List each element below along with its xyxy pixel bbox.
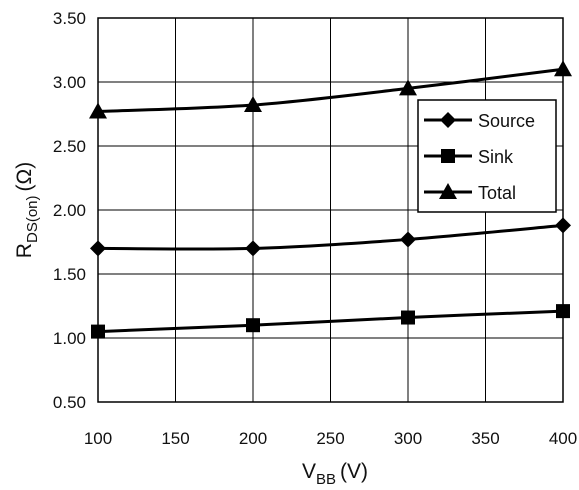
- x-axis-title-main: V: [302, 460, 316, 483]
- x-tick-label: 400: [549, 429, 577, 448]
- x-axis-title-unit: (V): [340, 460, 368, 483]
- legend: Source Sink Total: [417, 99, 557, 213]
- data-point-sink: [401, 310, 415, 325]
- y-axis-title: RDS(on) (Ω): [13, 162, 41, 258]
- series-line-total: [97, 67, 564, 113]
- data-point-sink: [246, 318, 260, 333]
- data-point-source: [245, 240, 261, 257]
- data-point-total: [244, 96, 262, 113]
- x-tick-label: 150: [161, 429, 189, 448]
- data-point-total: [554, 60, 572, 77]
- data-point-sink: [556, 304, 570, 319]
- y-tick-label: 0.50: [53, 393, 86, 412]
- data-point-source: [90, 240, 106, 257]
- legend-label-sink: Sink: [478, 147, 514, 167]
- y-tick-label: 3.50: [53, 9, 86, 28]
- x-tick-labels: 100 150 200 250 300 350 400: [84, 429, 577, 448]
- legend-marker-total: [439, 183, 457, 199]
- series-total: [89, 60, 572, 119]
- series-source: [90, 217, 571, 257]
- y-tick-label: 2.00: [53, 201, 86, 220]
- data-point-source: [555, 217, 571, 234]
- data-point-total: [89, 102, 107, 119]
- y-tick-label: 2.50: [53, 137, 86, 156]
- series-line-sink: [97, 309, 564, 334]
- y-tick-label: 3.00: [53, 73, 86, 92]
- series-line-source: [97, 223, 564, 251]
- legend-label-source: Source: [478, 111, 535, 131]
- legend-marker-sink: [441, 149, 455, 163]
- x-tick-label: 300: [394, 429, 422, 448]
- y-tick-label: 1.00: [53, 329, 86, 348]
- x-tick-label: 250: [316, 429, 344, 448]
- y-axis-title-main: R: [13, 243, 36, 258]
- data-point-source: [400, 231, 416, 248]
- series-layer: [89, 60, 572, 339]
- x-tick-label: 100: [84, 429, 112, 448]
- series-sink: [91, 304, 570, 339]
- x-axis-title-sub: BB: [316, 471, 336, 488]
- plot-frame: [97, 17, 564, 403]
- data-point-total: [399, 79, 417, 96]
- legend-marker-source: [440, 112, 456, 128]
- legend-label-total: Total: [478, 183, 516, 203]
- x-tick-label: 200: [239, 429, 267, 448]
- x-axis-title: VBB (V): [302, 460, 368, 488]
- y-axis-title-sub: DS(on): [24, 195, 41, 243]
- x-tick-label: 350: [471, 429, 499, 448]
- data-point-sink: [91, 324, 105, 339]
- y-tick-label: 1.50: [53, 265, 86, 284]
- y-tick-labels: 0.50 1.00 1.50 2.00 2.50 3.00 3.50: [53, 9, 86, 412]
- y-axis-title-unit: (Ω): [13, 162, 36, 192]
